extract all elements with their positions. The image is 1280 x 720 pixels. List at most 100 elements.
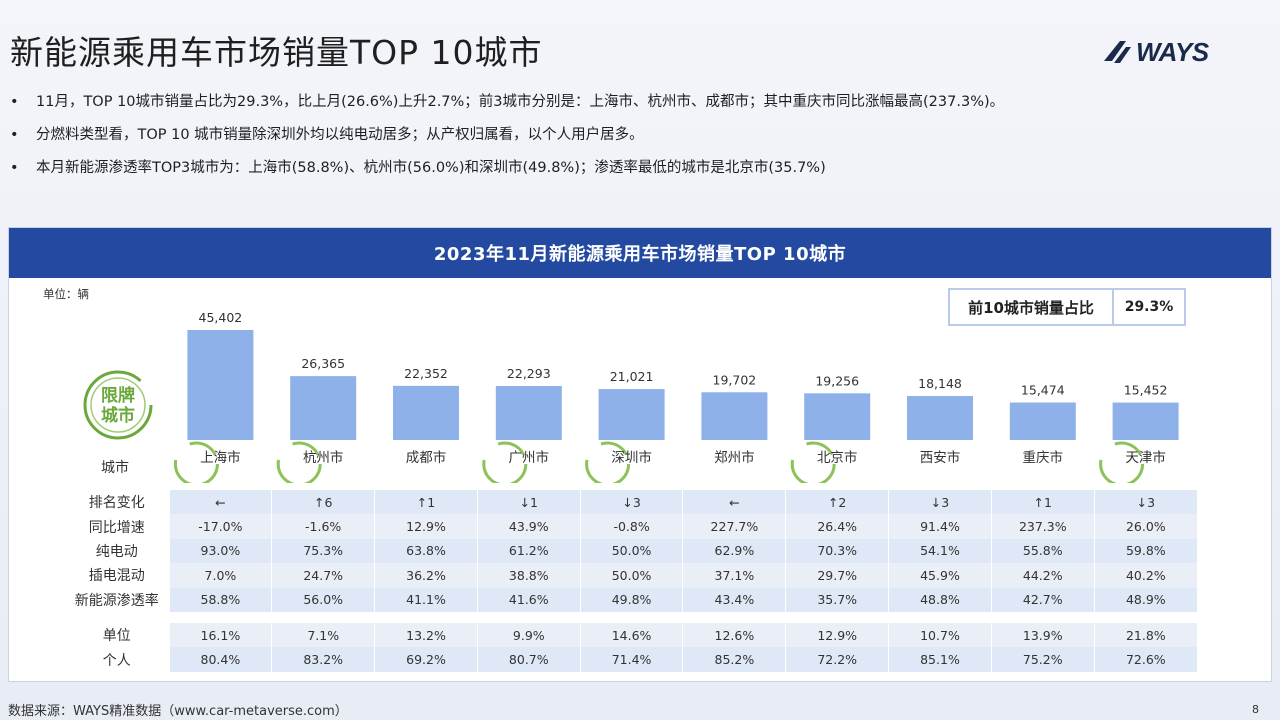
chart-title: 2023年11月新能源乘用车市场销量TOP 10城市 — [9, 228, 1271, 278]
badge-line2: 城市 — [101, 406, 135, 426]
table-cell: 13.9% — [990, 622, 1095, 648]
share-value: 29.3% — [1124, 299, 1174, 315]
bar-value-label: 19,256 — [815, 373, 859, 388]
restricted-marker-icon — [585, 441, 631, 483]
city-label: 成都市 — [406, 449, 447, 466]
table-row: 排名变化 ← ↑6 ↑1 ↓1 ↓3 ← ↑2 ↓3 ↑1 ↓3 — [65, 490, 1197, 515]
table-cell: 24.7% — [271, 563, 375, 588]
table-cell: ↓3 — [579, 490, 683, 515]
table-cell: 80.4% — [168, 647, 272, 672]
table-cell: 48.8% — [888, 587, 992, 612]
restricted-city-badge: 限牌 城市 — [79, 366, 157, 444]
bar-value-label: 26,365 — [301, 356, 345, 371]
row-label: 新能源渗透率 — [74, 592, 159, 609]
table-cell: ↓3 — [1093, 490, 1197, 515]
chart-panel: 2023年11月新能源乘用车市场销量TOP 10城市 单位：辆 前10城市销量占… — [8, 227, 1272, 682]
table-cell: 50.0% — [579, 563, 683, 588]
bar-value-label: 22,352 — [404, 366, 448, 381]
bar-1 — [187, 330, 254, 440]
table-cell: 41.6% — [476, 587, 581, 612]
bar-8 — [907, 396, 973, 440]
bar-2 — [290, 376, 357, 440]
table-cell: 227.7% — [682, 514, 786, 539]
restricted-marker-icon — [173, 441, 219, 483]
unit-label: 单位：辆 — [43, 287, 89, 301]
table-cell: 70.3% — [785, 538, 889, 564]
table-cell: 58.8% — [168, 587, 272, 612]
table-row: 纯电动 93.0% 75.3% 63.8% 61.2% 50.0% 62.9% 70.3% 54… — [65, 538, 1197, 564]
table-row: 同比增速 -17.0% -1.6% 12.9% 43.9% -0.8% 227.7% 26.4… — [65, 514, 1197, 539]
ways-logo-icon — [1104, 41, 1131, 63]
bullet-text: 本月新能源渗透率TOP3城市为：上海市(58.8%)、杭州市(56.0%)和深圳… — [36, 160, 826, 176]
city-label: 广州市 — [509, 449, 550, 466]
table-cell: 85.2% — [682, 647, 786, 672]
table-cell: 40.2% — [1093, 563, 1197, 588]
city-row-label: 城市 — [101, 460, 129, 476]
table-cell: ↑1 — [374, 490, 478, 515]
table-cell: 29.7% — [785, 563, 889, 588]
table-cell: 71.4% — [579, 647, 683, 672]
restricted-marker-icon — [790, 441, 836, 483]
table-cell: ↑1 — [990, 490, 1095, 515]
city-label: 上海市 — [200, 449, 241, 466]
city-label: 杭州市 — [303, 449, 344, 466]
table-cell: 43.9% — [476, 514, 581, 539]
bar-chart: 45,402 上海市 26,365 杭州市 22,352 成都市 22,293 广州市 21,0… — [173, 310, 1179, 483]
table-cell: 38.8% — [476, 563, 581, 588]
table-cell: 69.2% — [374, 647, 478, 672]
bar-6 — [701, 392, 768, 440]
city-label: 天津市 — [1125, 449, 1166, 466]
table-cell: 75.2% — [990, 647, 1095, 672]
bar-10 — [1112, 402, 1179, 440]
restricted-marker-icon — [276, 441, 322, 483]
table-cell: 91.4% — [888, 514, 992, 539]
table-cell: ↑2 — [785, 490, 889, 515]
table-cell: 12.9% — [374, 514, 478, 539]
bullet-item: • 分燃料类型看，TOP 10 城市销量除深圳外均以纯电动居多；从产权归属看，以个… — [10, 127, 644, 143]
table-cell: -0.8% — [579, 514, 683, 539]
bar-5 — [598, 389, 665, 440]
city-label: 重庆市 — [1023, 449, 1064, 466]
table-cell: 93.0% — [168, 538, 272, 564]
table-gap — [65, 612, 1197, 623]
table-cell: 63.8% — [374, 538, 478, 564]
table-cell: 9.9% — [476, 622, 581, 648]
table-cell: -17.0% — [168, 514, 272, 539]
city-label: 北京市 — [817, 449, 858, 466]
table-cell: 7.0% — [168, 563, 272, 588]
restricted-marker-icon — [1099, 441, 1145, 483]
table-cell: 21.8% — [1093, 622, 1197, 648]
table-cell: 55.8% — [990, 538, 1095, 564]
badge-line1: 限牌 — [101, 386, 135, 406]
page-number: 8 — [1252, 703, 1259, 716]
table-cell: 72.2% — [785, 647, 889, 672]
city-label: 深圳市 — [611, 449, 652, 466]
table-cell: 16.1% — [168, 622, 272, 648]
bar-9 — [1009, 402, 1076, 440]
bar-4 — [495, 385, 562, 440]
table-cell: 62.9% — [682, 538, 786, 564]
table-cell: 35.7% — [785, 587, 889, 612]
table-cell: 14.6% — [579, 622, 683, 648]
table-cell: 7.1% — [271, 622, 375, 648]
city-label: 西安市 — [920, 449, 961, 466]
table-row: 插电混动 7.0% 24.7% 36.2% 38.8% 50.0% 37.1% 29.7% 45… — [65, 563, 1197, 588]
bar-value-label: 45,402 — [199, 310, 243, 325]
bullet-list: • 11月，TOP 10城市销量占比为29.3%，比上月(26.6%)上升2.7%… — [10, 92, 1270, 191]
row-label: 排名变化 — [88, 495, 145, 512]
restricted-marker-icon — [482, 441, 528, 483]
table-cell: 49.8% — [579, 587, 683, 612]
table-cell: 75.3% — [271, 538, 375, 564]
table-cell: 61.2% — [476, 538, 581, 564]
table-cell: 237.3% — [990, 514, 1095, 539]
bar-7 — [804, 393, 871, 440]
table-cell: ↓3 — [888, 490, 992, 515]
table-cell: 26.4% — [785, 514, 889, 539]
table-cell: 83.2% — [271, 647, 375, 672]
table-cell: 12.6% — [682, 622, 786, 648]
bar-value-label: 15,474 — [1021, 383, 1065, 398]
table-cell: 80.7% — [476, 647, 581, 672]
table-cell: 45.9% — [888, 563, 992, 588]
row-label: 个人 — [102, 652, 131, 669]
bar-value-label: 15,452 — [1124, 383, 1168, 398]
